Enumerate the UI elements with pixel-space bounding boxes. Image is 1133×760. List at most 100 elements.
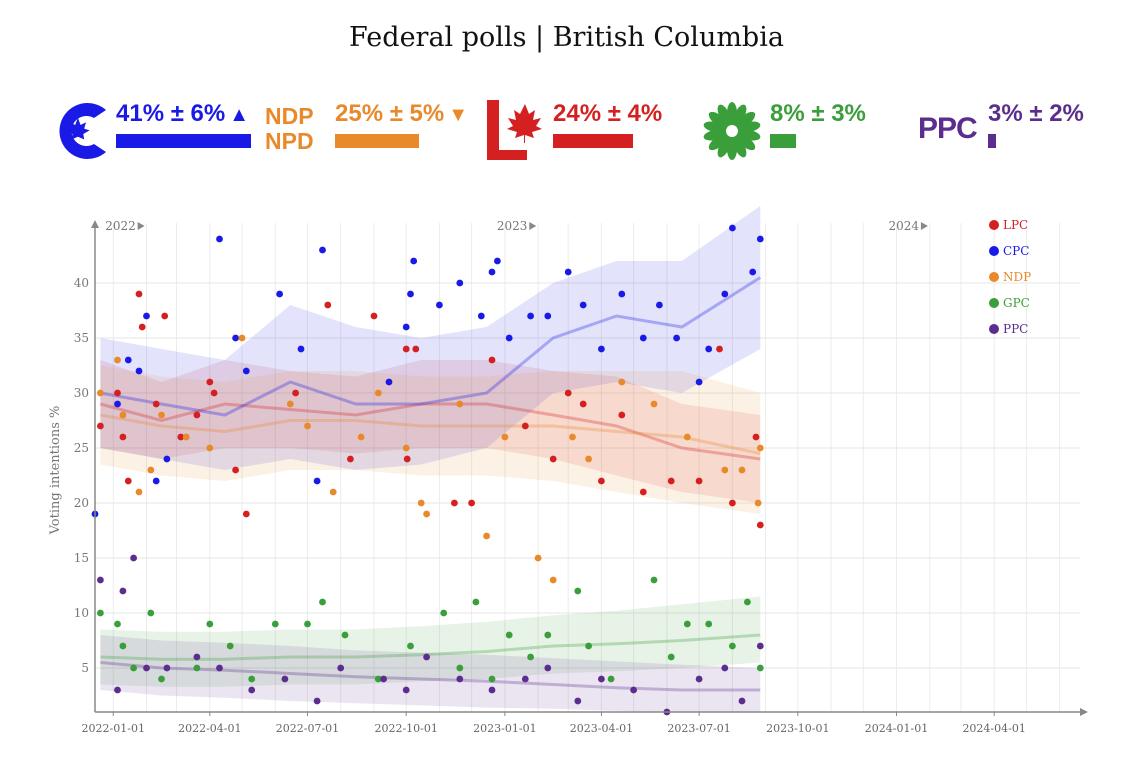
poll-point-ndp (238, 334, 246, 342)
poll-point-lpc (177, 433, 185, 441)
y-tick-label: 10 (74, 606, 89, 620)
poll-point-gpc (729, 642, 736, 650)
trend-line-ppc (100, 661, 761, 692)
poll-point-cpc (505, 334, 513, 342)
trend-up-icon: ▲ (229, 104, 250, 126)
poll-point-gpc (527, 653, 534, 661)
poll-point-cpc (721, 290, 729, 298)
year-marker-arrow-icon (529, 222, 537, 230)
year-marker-label: 2023 (497, 219, 528, 233)
poll-point-cpc (705, 345, 713, 353)
poll-point-ndp (97, 389, 104, 397)
poll-point-gpc (158, 675, 165, 683)
gpc-percentage: 8% ± 3% (770, 100, 866, 127)
poll-point-ndp (618, 378, 626, 386)
poll-point-gpc (130, 664, 138, 672)
poll-point-gpc (206, 620, 214, 628)
poll-point-ppc (598, 675, 605, 683)
x-tick-label: 2024-04-01 (962, 722, 1025, 735)
x-tick-label: 2023-01-01 (473, 722, 536, 735)
poll-point-lpc (402, 345, 410, 353)
poll-point-lpc (161, 312, 169, 320)
poll-point-ndp (158, 411, 165, 419)
poll-point-lpc (412, 345, 420, 353)
poll-point-ppc (281, 675, 289, 683)
poll-point-cpc (729, 224, 736, 232)
poll-point-gpc (248, 675, 256, 683)
ppc-bar (988, 134, 996, 148)
poll-point-cpc (618, 290, 626, 298)
poll-point-gpc (374, 675, 382, 683)
poll-point-gpc (119, 642, 127, 650)
poll-point-ppc (130, 554, 138, 562)
legend-label-ppc: PPC (1003, 322, 1028, 336)
poll-point-ppc (216, 664, 223, 672)
poll-point-ndp (329, 488, 337, 496)
poll-point-ndp (135, 488, 143, 496)
headline-ndp: NDP NPD 25% ± 5% ▼ (265, 92, 480, 172)
headline-gpc: 8% ± 3% (700, 92, 900, 172)
poll-point-cpc (673, 334, 680, 342)
poll-point-ppc (695, 675, 703, 683)
year-marker-arrow-icon (920, 222, 928, 230)
y-tick-label: 40 (74, 276, 89, 290)
poll-point-gpc (226, 642, 234, 650)
poll-point-cpc (477, 312, 485, 320)
poll-point-cpc (756, 235, 764, 243)
x-tick-label: 2023-10-01 (766, 722, 829, 735)
poll-point-lpc (152, 400, 160, 408)
poll-point-cpc (494, 257, 501, 265)
poll-point-lpc (242, 510, 250, 518)
cpc-logo-icon (59, 103, 106, 159)
poll-point-ndp (114, 356, 121, 364)
poll-point-lpc (370, 312, 378, 320)
ndp-logo-icon: NDP NPD (265, 103, 314, 154)
poll-point-lpc (488, 356, 496, 364)
chart-legend: LPC CPC NDP GPC PPC (989, 218, 1031, 336)
x-tick-label: 2022-04-01 (178, 722, 241, 735)
poll-point-lpc (206, 378, 214, 386)
poll-point-ndp (119, 411, 127, 419)
poll-point-ndp (721, 466, 729, 474)
trend-down-icon: ▼ (448, 104, 469, 126)
poll-point-gpc (440, 609, 448, 617)
poll-point-cpc (313, 477, 321, 485)
poll-point-ppc (456, 675, 464, 683)
poll-point-gpc (472, 598, 480, 606)
poll-point-lpc (716, 345, 723, 353)
poll-point-cpc (579, 301, 587, 309)
poll-point-gpc (544, 631, 552, 639)
poll-point-cpc (402, 323, 410, 331)
poll-point-lpc (292, 389, 299, 397)
poll-point-ndp (147, 466, 155, 474)
poll-point-ppc (574, 697, 582, 705)
poll-point-cpc (527, 312, 534, 320)
poll-point-lpc (598, 477, 605, 485)
poll-point-cpc (385, 378, 393, 386)
poll-point-ppc (193, 653, 201, 661)
band-gpc (100, 596, 761, 687)
poll-point-lpc (135, 290, 143, 298)
trend-line-gpc (100, 633, 761, 661)
poll-point-ppc (630, 686, 637, 694)
poll-point-ppc (402, 686, 410, 694)
poll-point-ndp (585, 455, 592, 463)
poll-point-ndp (683, 433, 691, 441)
poll-point-lpc (324, 301, 332, 309)
chart-title: Federal polls | British Columbia (349, 22, 784, 53)
poll-point-lpc (97, 422, 104, 430)
poll-point-ndp (304, 422, 311, 430)
poll-point-cpc (232, 334, 240, 342)
poll-point-gpc (407, 642, 414, 650)
y-tick-label: 5 (81, 661, 89, 675)
legend-dot-lpc (989, 220, 999, 230)
poll-point-lpc (667, 477, 675, 485)
poll-point-gpc (744, 598, 751, 606)
headline-cpc: 41% ± 6% ▲ (48, 92, 263, 172)
headline-ppc: PPC 3% ± 2% (918, 92, 1118, 172)
ppc-logo-icon: PPC (918, 112, 978, 145)
poll-point-ppc (488, 686, 496, 694)
poll-point-cpc (319, 246, 326, 254)
poll-point-gpc (574, 587, 582, 595)
poll-point-ndp (569, 433, 576, 441)
